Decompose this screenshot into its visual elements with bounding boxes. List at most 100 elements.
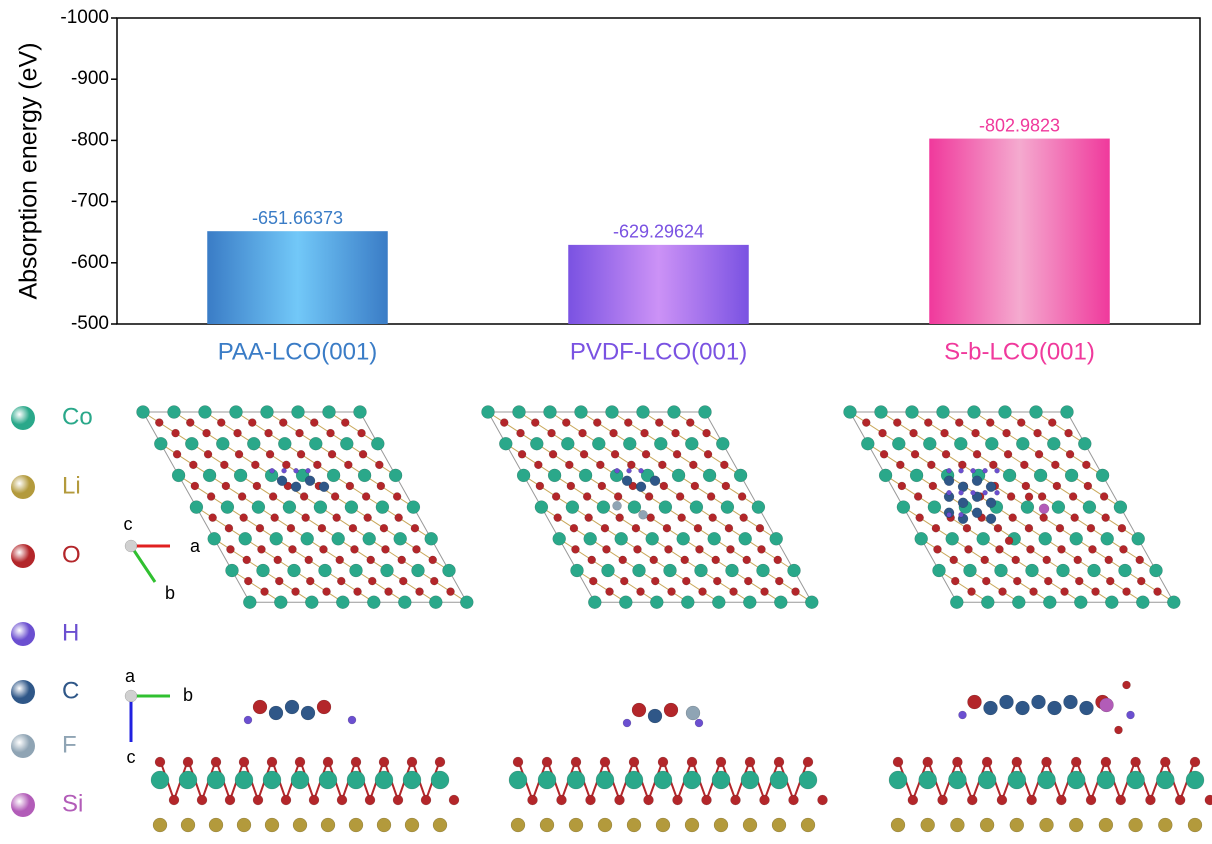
atom xyxy=(1160,756,1171,768)
bond xyxy=(620,538,671,571)
atom xyxy=(406,756,418,768)
atom xyxy=(612,501,622,511)
atom xyxy=(1088,545,1097,554)
atom xyxy=(1117,523,1127,533)
bond xyxy=(1093,570,1144,603)
atom xyxy=(914,532,928,546)
atom xyxy=(702,428,711,438)
bond xyxy=(554,474,604,508)
atom xyxy=(368,576,377,586)
atom xyxy=(651,576,660,586)
atom xyxy=(571,545,580,554)
atom xyxy=(667,587,676,596)
atom xyxy=(931,523,941,533)
atom xyxy=(957,497,969,509)
atom xyxy=(614,468,620,474)
atom xyxy=(737,492,747,501)
atom xyxy=(1137,576,1146,586)
bond xyxy=(678,474,728,508)
atom xyxy=(379,523,389,533)
atom xyxy=(578,428,587,438)
atom xyxy=(631,702,647,718)
atom xyxy=(1057,545,1066,554)
atom xyxy=(601,563,615,578)
atom xyxy=(1149,563,1163,578)
bond xyxy=(1053,443,1103,476)
bond xyxy=(487,411,538,445)
atom xyxy=(424,532,438,546)
atom xyxy=(878,428,887,438)
atom xyxy=(344,500,359,514)
bond xyxy=(611,411,662,445)
atom xyxy=(994,490,1000,496)
atom xyxy=(517,450,527,459)
atom xyxy=(288,545,297,554)
atom xyxy=(216,436,230,451)
atom xyxy=(264,817,280,833)
atom xyxy=(985,513,997,525)
atom xyxy=(247,436,261,451)
atom xyxy=(923,436,937,451)
atom xyxy=(1136,595,1150,609)
atom xyxy=(1008,513,1017,522)
atom xyxy=(1060,587,1069,596)
atom xyxy=(631,523,641,533)
atom xyxy=(362,532,376,546)
atom xyxy=(967,694,982,710)
atom xyxy=(878,468,893,483)
atom xyxy=(971,475,983,487)
atom xyxy=(326,468,341,483)
atom xyxy=(1051,500,1066,514)
atom xyxy=(299,492,309,501)
y-axis-label: Absorption energy (eV) xyxy=(15,42,43,299)
atom xyxy=(260,587,269,596)
atom xyxy=(628,756,640,768)
atom xyxy=(951,576,960,586)
bond xyxy=(1071,474,1121,508)
atom xyxy=(998,587,1007,596)
bond xyxy=(727,506,777,540)
atom xyxy=(1095,468,1110,483)
atom xyxy=(1185,770,1205,790)
atom xyxy=(918,770,937,790)
atom xyxy=(646,513,655,522)
atom xyxy=(897,481,907,491)
atom xyxy=(986,418,995,427)
atom xyxy=(643,794,654,806)
atom xyxy=(399,576,408,586)
atom xyxy=(980,555,989,565)
atom xyxy=(690,481,700,491)
atom xyxy=(378,756,390,768)
atom xyxy=(662,523,672,533)
atom xyxy=(319,545,328,554)
atom xyxy=(817,794,828,806)
x-tick-label: PVDF-LCO(001) xyxy=(570,338,747,365)
bond xyxy=(1004,411,1055,445)
bond xyxy=(417,570,468,603)
atom xyxy=(1020,500,1035,514)
atom xyxy=(1038,503,1050,515)
atom xyxy=(1037,492,1047,501)
bond xyxy=(996,506,1046,540)
atom xyxy=(771,817,787,833)
atom xyxy=(756,563,770,578)
atom xyxy=(202,428,211,438)
atom xyxy=(255,523,265,533)
atom xyxy=(290,481,302,493)
atom xyxy=(663,702,679,718)
bond xyxy=(355,570,406,603)
atom xyxy=(376,481,386,491)
atom xyxy=(578,468,593,483)
atom xyxy=(1063,694,1078,710)
atom xyxy=(260,405,274,419)
atom xyxy=(945,532,959,546)
value-label: -651.66373 xyxy=(252,208,343,228)
y-tick-label: -800 xyxy=(71,129,109,150)
bond xyxy=(580,411,631,445)
atom xyxy=(596,500,611,514)
atom xyxy=(649,555,658,565)
atom xyxy=(1011,555,1020,565)
bond xyxy=(973,411,1024,445)
atom xyxy=(266,756,278,768)
atom xyxy=(516,428,525,438)
